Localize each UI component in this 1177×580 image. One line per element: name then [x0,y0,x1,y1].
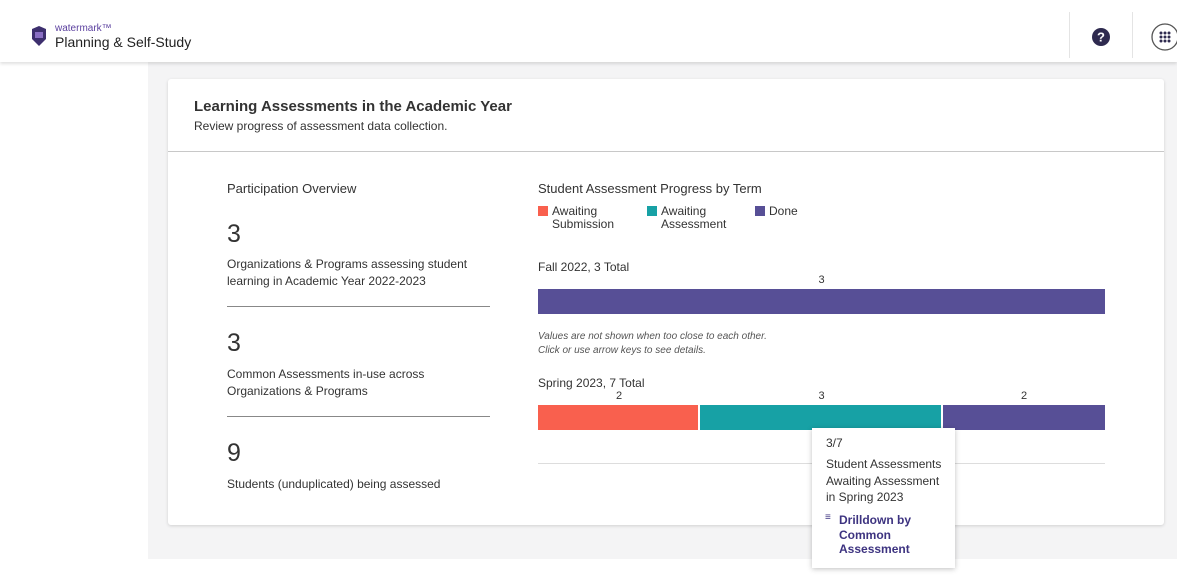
legend-label: Done [769,204,798,218]
bar-segment[interactable] [700,405,941,430]
tooltip-text: Student Assessments Awaiting Assessment … [826,457,942,504]
legend-label: Awaiting Assessment [661,204,727,231]
chart-title: Student Assessment Progress by Term [538,181,762,196]
logo [32,26,46,46]
legend-swatch [755,206,765,216]
stat-value: 3 [227,220,241,248]
svg-text:?: ? [1097,30,1105,45]
legend-swatch [538,206,548,216]
drilldown-link[interactable]: Drilldown by Common Assessment [839,513,911,556]
value-label: 3 [818,274,825,286]
legend-item: Done [755,205,854,218]
card-title: Learning Assessments in the Academic Yea… [194,98,512,115]
brand: watermark™ [55,23,112,34]
legend-item: Awaiting Submission [538,205,637,231]
stat-value: 9 [227,439,241,467]
value-label: 2 [1020,390,1028,402]
legend-swatch [647,206,657,216]
separator [227,306,490,307]
divider [1132,12,1133,58]
divider [168,151,1164,152]
tooltip: 3/7 Student Assessments Awaiting Assessm… [812,428,955,568]
legend-item: Awaiting Assessment [647,205,746,231]
help-button[interactable]: ? [1091,27,1111,47]
tooltip-fraction: 3/7 [826,436,843,450]
note-line: Values are not shown when too close to e… [538,331,767,342]
term-label: Fall 2022, 3 Total [538,260,630,274]
divider [1069,12,1070,58]
bar-segment[interactable] [943,405,1105,430]
app-name: Planning & Self-Study [55,34,192,50]
card-subtitle: Review progress of assessment data colle… [194,119,448,133]
value-label: 3 [818,390,825,402]
stat-label: Organizations & Programs assessing stude… [227,257,468,288]
bar-segment[interactable] [538,405,698,430]
term-label: Spring 2023, 7 Total [538,376,645,390]
bar-segment[interactable] [538,289,1105,314]
legend-label: Awaiting Submission [552,204,615,231]
value-label: 2 [615,390,623,402]
separator [227,416,490,417]
note-line: Click or use arrow keys to see details. [538,345,706,356]
overview-title: Participation Overview [227,181,357,196]
stat-label: Common Assessments in-use across Organiz… [227,367,425,398]
stat-label: Students (unduplicated) being assessed [227,477,441,491]
link-icon: ≡ [825,512,831,523]
apps-button[interactable] [1150,22,1177,52]
chart-note: Values are not shown when too close to e… [538,330,767,358]
header: watermark™ Planning & Self-Study ? [0,0,1177,62]
stat-value: 3 [227,329,241,357]
